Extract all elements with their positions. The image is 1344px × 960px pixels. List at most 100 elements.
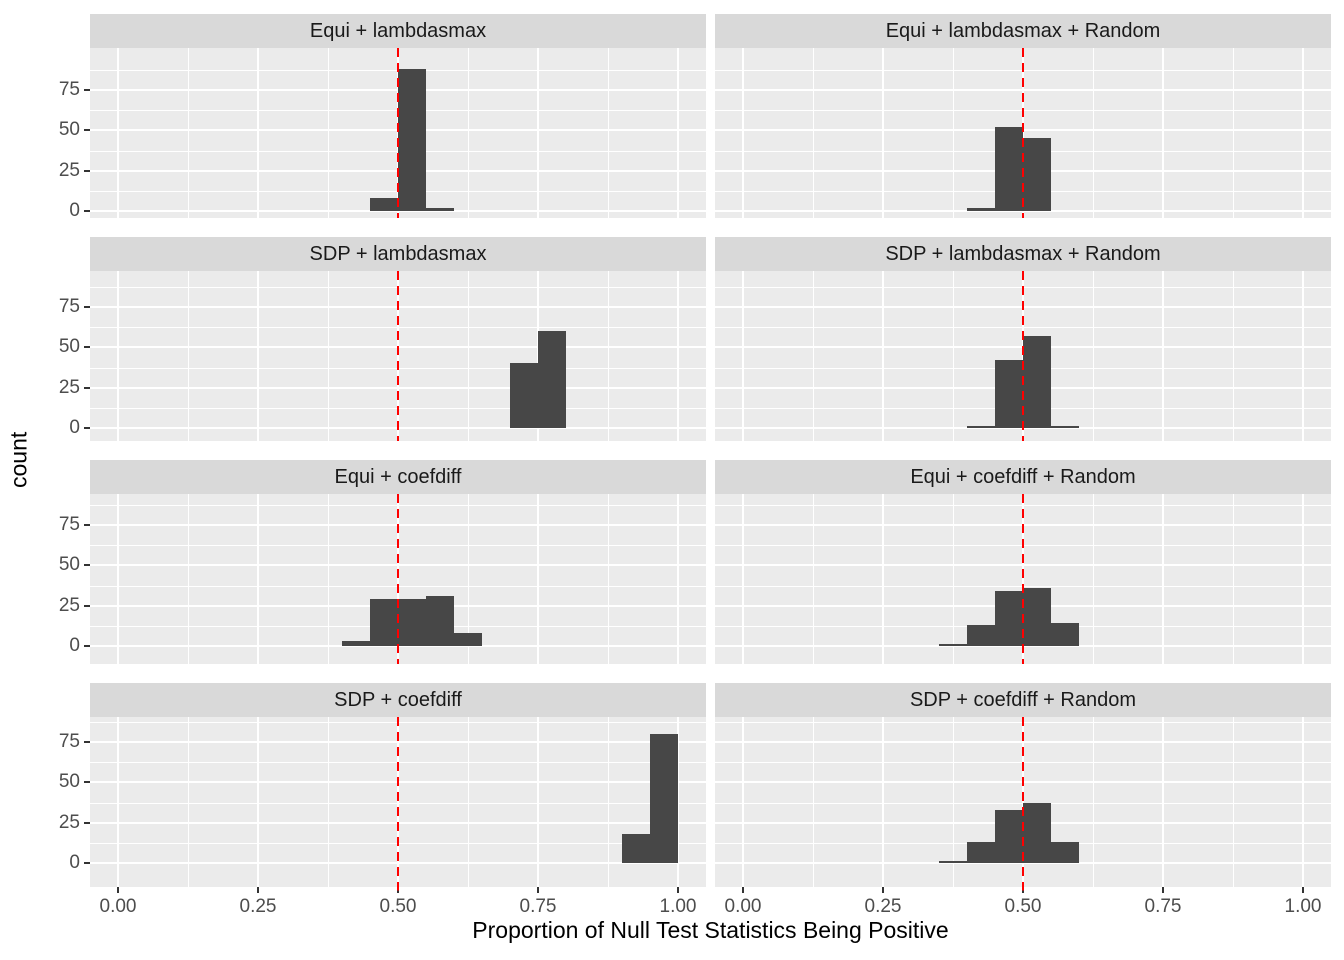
gridline-major-v: [1302, 494, 1304, 664]
gridline-minor-v: [1093, 271, 1094, 441]
reference-line: [1022, 48, 1024, 218]
gridline-minor-v: [328, 494, 329, 664]
y-tick-label: 25: [58, 377, 80, 398]
gridline-minor-v: [608, 271, 609, 441]
gridline-major-v: [742, 494, 744, 664]
histogram-bar: [622, 834, 650, 863]
histogram-bar: [538, 331, 566, 428]
histogram-bar: [967, 426, 995, 428]
gridline-major-v: [882, 271, 884, 441]
y-tick-label: 0: [69, 417, 80, 438]
gridline-major-v: [742, 271, 744, 441]
x-tick-mark: [537, 887, 539, 893]
histogram-bar: [1051, 623, 1079, 646]
facet-strip-label: Equi + lambdasmax: [309, 19, 487, 42]
reference-line: [1022, 494, 1024, 664]
gridline-major-v: [1162, 717, 1164, 887]
gridline-major-v: [677, 717, 679, 887]
histogram-bar: [967, 208, 995, 211]
y-tick-mark: [84, 605, 90, 607]
y-axis-title: count: [5, 431, 32, 489]
gridline-minor-v: [813, 48, 814, 218]
gridline-major-v: [677, 48, 679, 218]
facet-strip-label: Equi + coefdiff + Random: [910, 465, 1136, 488]
facet-strip: SDP + coefdiff: [90, 683, 706, 717]
reference-line: [1022, 717, 1024, 887]
x-axis-title: Proportion of Null Test Statistics Being…: [472, 917, 949, 943]
facet-strip: Equi + lambdasmax + Random: [715, 14, 1331, 48]
gridline-major-v: [677, 494, 679, 664]
x-tick-mark: [1302, 887, 1304, 893]
gridline-minor-v: [468, 494, 469, 664]
facet-strip-label: Equi + lambdasmax + Random: [885, 19, 1161, 42]
gridline-minor-v: [953, 717, 954, 887]
y-tick-mark: [84, 306, 90, 308]
y-tick-mark: [84, 564, 90, 566]
facet-strip: SDP + lambdasmax + Random: [715, 237, 1331, 271]
histogram-bar: [939, 861, 967, 863]
x-tick-label: 0.25: [239, 896, 277, 917]
facet-strip-label: SDP + coefdiff + Random: [909, 688, 1137, 711]
reference-line: [1022, 271, 1024, 441]
histogram-bar: [342, 641, 370, 646]
gridline-minor-v: [1233, 494, 1234, 664]
gridline-minor-v: [328, 48, 329, 218]
y-tick-label: 50: [58, 336, 80, 357]
x-tick-label: 1.00: [659, 896, 697, 917]
gridline-minor-v: [328, 271, 329, 441]
gridline-minor-v: [953, 271, 954, 441]
x-tick-label: 0.75: [1144, 896, 1182, 917]
y-tick-mark: [84, 822, 90, 824]
gridline-minor-v: [953, 494, 954, 664]
facet-panel: [715, 494, 1331, 664]
facet-strip: Equi + coefdiff + Random: [715, 460, 1331, 494]
histogram-bar: [510, 363, 538, 428]
x-tick-label: 1.00: [1284, 896, 1322, 917]
gridline-minor-v: [1093, 48, 1094, 218]
x-tick-mark: [1162, 887, 1164, 893]
reference-line: [397, 494, 399, 664]
x-tick-mark: [117, 887, 119, 893]
x-tick-label: 0.00: [724, 896, 762, 917]
y-tick-label: 50: [58, 554, 80, 575]
x-tick-label: 0.00: [99, 896, 137, 917]
gridline-major-v: [1162, 494, 1164, 664]
gridline-minor-v: [1093, 494, 1094, 664]
gridline-major-v: [1302, 271, 1304, 441]
histogram-bar: [995, 127, 1023, 211]
gridline-major-v: [1302, 48, 1304, 218]
y-tick-label: 75: [58, 731, 80, 752]
facet-panel: [90, 271, 706, 441]
y-tick-label: 0: [69, 635, 80, 656]
x-tick-label: 0.50: [1004, 896, 1042, 917]
gridline-major-v: [257, 717, 259, 887]
gridline-minor-v: [468, 48, 469, 218]
gridline-minor-v: [188, 271, 189, 441]
gridline-major-v: [742, 717, 744, 887]
gridline-minor-v: [608, 48, 609, 218]
x-tick-label: 0.75: [519, 896, 557, 917]
gridline-major-v: [537, 48, 539, 218]
histogram-bar: [1023, 588, 1051, 646]
facet-strip-label: SDP + lambdasmax: [309, 242, 487, 265]
gridline-minor-v: [468, 717, 469, 887]
gridline-major-v: [537, 494, 539, 664]
facet-panel: [715, 48, 1331, 218]
facet-panel: [90, 494, 706, 664]
facet-strip: Equi + coefdiff: [90, 460, 706, 494]
y-tick-label: 0: [69, 852, 80, 873]
gridline-major-v: [1162, 48, 1164, 218]
histogram-bar: [967, 842, 995, 863]
y-tick-mark: [84, 129, 90, 131]
y-tick-mark: [84, 170, 90, 172]
x-tick-label: 0.50: [379, 896, 417, 917]
gridline-major-v: [537, 717, 539, 887]
gridline-minor-v: [608, 494, 609, 664]
gridline-major-v: [117, 271, 119, 441]
y-tick-mark: [84, 645, 90, 647]
y-tick-label: 0: [69, 200, 80, 221]
y-tick-label: 75: [58, 296, 80, 317]
x-tick-label: 0.25: [864, 896, 902, 917]
histogram-bar: [370, 198, 398, 211]
y-tick-mark: [84, 524, 90, 526]
